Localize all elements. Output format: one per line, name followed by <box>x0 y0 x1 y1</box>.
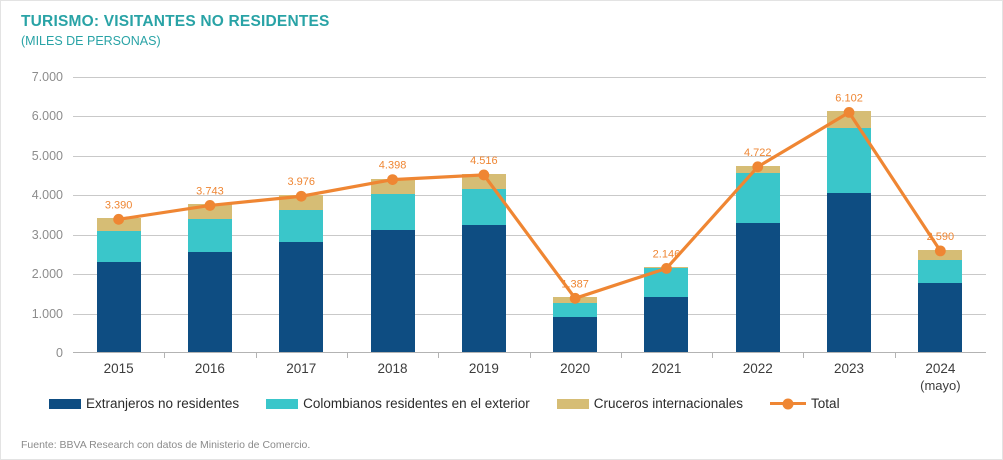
legend-label-colombianos: Colombianos residentes en el exterior <box>303 396 530 411</box>
x-axis-label: 2018 <box>377 361 408 376</box>
bar-segment <box>461 173 506 190</box>
bar-segment <box>279 195 324 211</box>
total-line <box>118 110 942 301</box>
legend-label-total: Total <box>811 396 840 411</box>
bar-2017 <box>279 195 324 352</box>
bar-2024 <box>918 249 963 352</box>
x-axis-label: 2017 <box>286 361 317 376</box>
legend-label-extranjeros: Extranjeros no residentes <box>86 396 240 411</box>
x-axis-label: 2019 <box>468 361 499 376</box>
x-axis-tick <box>438 353 440 358</box>
x-axis-label: 2021 <box>651 361 682 376</box>
total-value-label: 3.390 <box>105 199 133 211</box>
y-axis-label: 2.000 <box>31 267 63 282</box>
bar-segment <box>279 210 324 243</box>
total-value-label: 1.387 <box>561 278 589 290</box>
x-axis-label: 2024 (mayo) <box>895 361 986 394</box>
total-line-marker-icon <box>770 398 807 409</box>
x-axis-tick <box>164 353 166 358</box>
x-axis-tick <box>803 353 805 358</box>
bar-segment <box>553 303 598 318</box>
total-value-label: 4.722 <box>744 147 772 159</box>
x-axis-tick <box>529 353 531 358</box>
bar-segment <box>96 218 141 231</box>
bar-segment <box>279 242 324 352</box>
bar-segment <box>96 262 141 352</box>
bar-2021 <box>644 267 689 352</box>
bar-segment <box>187 204 232 220</box>
bar-2023 <box>827 111 872 352</box>
bar-2016 <box>187 204 232 352</box>
colombianos-swatch-icon <box>266 398 299 409</box>
y-axis-label: 0 <box>56 346 63 360</box>
y-axis-label: 5.000 <box>31 148 63 163</box>
gridline <box>73 77 986 78</box>
bar-segment <box>370 178 415 195</box>
x-axis-label: 2020 <box>560 361 591 376</box>
bar-2018 <box>370 178 415 352</box>
x-axis-label: 2015 <box>103 361 134 376</box>
legend-label-cruceros: Cruceros internacionales <box>593 396 744 411</box>
bar-segment <box>461 189 506 226</box>
bar-2019 <box>461 173 506 352</box>
bar-segment <box>918 282 963 352</box>
extranjeros-swatch-icon <box>49 398 81 409</box>
bar-segment <box>187 219 232 253</box>
bar-segment <box>96 230 141 263</box>
plot-area: 3.390 3.743 3.976 4.398 4.516 1.387 2.146 4.722… <box>73 77 986 353</box>
bar-segment <box>918 249 963 260</box>
x-axis-tick <box>346 353 348 358</box>
bar-segment <box>918 259 963 283</box>
bar-segment <box>370 229 415 352</box>
legend-item-cruceros: Cruceros internacionales <box>556 396 744 411</box>
bar-segment <box>370 194 415 230</box>
bar-segment <box>187 252 232 352</box>
bar-2022 <box>735 165 780 352</box>
total-value-label: 2.590 <box>927 231 955 243</box>
bar-segment <box>827 111 872 129</box>
legend-item-total: Total <box>770 396 840 411</box>
source-note: Fuente: BBVA Research con datos de Minis… <box>21 439 311 451</box>
x-axis-tick <box>894 353 896 358</box>
y-axis-label: 6.000 <box>31 109 63 124</box>
bar-segment <box>461 225 506 352</box>
x-axis-tick <box>712 353 714 358</box>
bar-segment <box>735 173 780 223</box>
total-value-label: 6.102 <box>835 92 863 104</box>
legend: Extranjeros no residentes Colombianos re… <box>49 396 840 411</box>
x-axis-tick <box>620 353 622 358</box>
chart-title: TURISMO: VISITANTES NO RESIDENTES <box>21 13 330 30</box>
bar-segment <box>735 222 780 352</box>
bar-2020 <box>553 297 598 352</box>
chart-subtitle: (MILES DE PERSONAS) <box>21 34 161 48</box>
bar-segment <box>827 128 872 194</box>
total-value-label: 3.976 <box>287 176 315 188</box>
x-axis-line <box>73 352 986 353</box>
total-value-label: 4.398 <box>379 160 407 172</box>
bar-segment <box>735 165 780 174</box>
legend-item-colombianos: Colombianos residentes en el exterior <box>266 396 530 411</box>
y-axis-label: 7.000 <box>31 70 63 84</box>
gridline <box>73 313 986 315</box>
total-value-label: 2.146 <box>653 248 681 260</box>
y-axis-label: 1.000 <box>31 306 63 321</box>
x-axis-label: 2022 <box>742 361 773 376</box>
x-axis-sublabel: (mayo) <box>920 377 961 393</box>
bar-2015 <box>96 218 141 352</box>
x-axis-label: 2023 <box>834 361 865 376</box>
bar-segment <box>644 297 689 352</box>
y-axis-label: 3.000 <box>31 227 63 242</box>
x-axis-tick <box>255 353 257 358</box>
bar-segment <box>553 317 598 352</box>
legend-item-extranjeros: Extranjeros no residentes <box>49 396 239 411</box>
bar-segment <box>827 193 872 352</box>
cruceros-swatch-icon <box>556 398 589 409</box>
bar-segment <box>644 268 689 298</box>
y-axis-label: 4.000 <box>31 188 63 203</box>
x-axis-label: 2016 <box>194 361 225 376</box>
